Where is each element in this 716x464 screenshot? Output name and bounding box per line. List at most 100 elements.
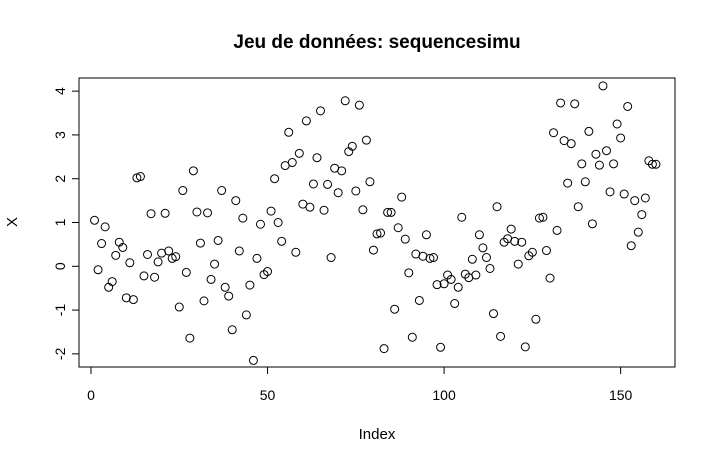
data-point bbox=[602, 146, 612, 156]
data-point bbox=[227, 325, 237, 335]
y-tick-label: 0 bbox=[52, 262, 68, 270]
data-point bbox=[609, 159, 619, 169]
y-axis: -2 -1 0 1 2 3 4 bbox=[52, 87, 80, 360]
data-point bbox=[538, 212, 548, 222]
data-point bbox=[598, 81, 608, 91]
data-point bbox=[432, 280, 442, 290]
data-point bbox=[467, 254, 477, 264]
data-point bbox=[450, 299, 460, 309]
x-axis-label: Index bbox=[359, 426, 396, 443]
y-tick-label: 1 bbox=[52, 218, 68, 226]
data-point bbox=[570, 99, 580, 109]
data-point bbox=[492, 202, 502, 212]
x-tick-label: 50 bbox=[260, 387, 276, 403]
data-point bbox=[647, 159, 657, 169]
data-point bbox=[506, 224, 516, 234]
x-tick-label: 100 bbox=[432, 387, 456, 403]
data-point bbox=[471, 270, 481, 280]
data-point bbox=[181, 267, 191, 277]
data-point bbox=[361, 135, 371, 145]
data-point bbox=[563, 178, 573, 188]
data-point bbox=[496, 331, 506, 341]
data-point bbox=[605, 187, 615, 197]
data-point bbox=[580, 177, 590, 187]
data-point bbox=[527, 247, 537, 257]
data-point bbox=[481, 253, 491, 263]
data-point bbox=[633, 227, 643, 237]
data-point bbox=[640, 193, 650, 203]
data-point bbox=[358, 205, 368, 215]
data-point bbox=[573, 202, 583, 212]
data-point bbox=[619, 189, 629, 199]
data-point bbox=[213, 235, 223, 245]
data-point bbox=[252, 253, 262, 263]
data-point bbox=[457, 212, 467, 222]
data-point bbox=[372, 229, 382, 239]
data-point bbox=[397, 192, 407, 202]
data-point bbox=[337, 166, 347, 176]
data-point bbox=[305, 202, 315, 212]
x-tick-label: 150 bbox=[609, 387, 633, 403]
data-point bbox=[210, 259, 220, 269]
y-tick-label: -2 bbox=[52, 347, 68, 360]
data-point bbox=[206, 274, 216, 284]
data-point bbox=[263, 267, 273, 277]
data-point bbox=[128, 295, 138, 305]
data-point bbox=[174, 302, 184, 312]
data-point bbox=[421, 230, 431, 240]
data-point bbox=[188, 166, 198, 176]
data-point bbox=[404, 268, 414, 278]
data-point bbox=[160, 208, 170, 218]
data-point bbox=[171, 252, 181, 262]
data-point bbox=[428, 253, 438, 263]
data-point bbox=[273, 218, 283, 227]
data-point bbox=[284, 127, 294, 137]
data-point bbox=[545, 273, 555, 283]
plot-frame bbox=[78, 77, 676, 368]
data-point bbox=[612, 119, 622, 129]
data-point bbox=[541, 246, 551, 256]
data-point bbox=[312, 153, 322, 163]
data-point bbox=[407, 332, 417, 342]
data-point bbox=[153, 257, 163, 267]
data-point bbox=[203, 208, 213, 218]
data-point bbox=[90, 215, 100, 225]
data-point bbox=[245, 280, 255, 290]
y-tick-label: -1 bbox=[52, 304, 68, 317]
data-point bbox=[517, 237, 527, 247]
data-point bbox=[238, 213, 248, 223]
data-point bbox=[552, 225, 562, 235]
x-axis: 0 50 100 150 bbox=[87, 366, 633, 403]
data-point bbox=[178, 186, 188, 196]
data-point bbox=[241, 310, 251, 320]
data-point bbox=[485, 263, 495, 273]
data-point bbox=[390, 304, 400, 314]
data-point bbox=[386, 207, 396, 217]
data-point bbox=[111, 250, 121, 260]
data-point bbox=[549, 128, 559, 138]
y-axis-label: X bbox=[4, 217, 21, 227]
data-point bbox=[100, 222, 110, 232]
chart-title: Jeu de données: sequencesimu bbox=[233, 32, 520, 53]
data-point bbox=[584, 126, 594, 136]
data-point bbox=[146, 209, 156, 219]
data-point bbox=[231, 196, 241, 206]
data-point bbox=[566, 139, 576, 149]
data-point bbox=[266, 206, 276, 216]
data-point bbox=[520, 342, 530, 352]
data-point bbox=[651, 159, 661, 169]
data-point bbox=[125, 258, 135, 268]
data-point bbox=[319, 205, 329, 215]
data-point bbox=[594, 160, 604, 170]
data-point bbox=[393, 223, 403, 233]
data-point bbox=[195, 238, 205, 248]
data-point bbox=[478, 243, 488, 253]
data-point bbox=[93, 265, 103, 275]
data-point bbox=[326, 253, 336, 263]
data-point bbox=[287, 158, 297, 168]
data-point bbox=[414, 295, 424, 305]
data-point bbox=[192, 207, 202, 217]
data-point bbox=[623, 101, 633, 111]
data-point bbox=[340, 96, 350, 106]
